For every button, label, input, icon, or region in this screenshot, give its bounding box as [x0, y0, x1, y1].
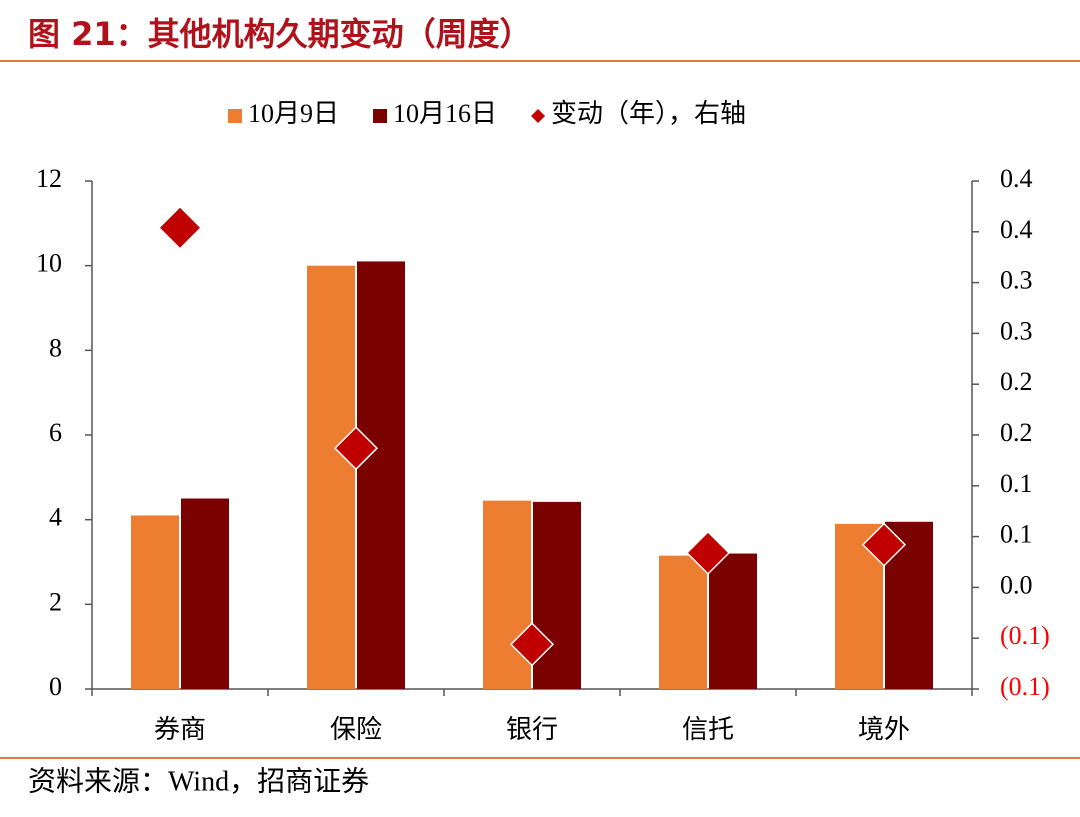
marker	[333, 426, 379, 471]
bar	[307, 265, 355, 689]
y2-tick-label: (0.1)	[1000, 672, 1050, 701]
bar	[659, 555, 707, 689]
y2-tick-label: (0.1)	[1000, 621, 1050, 650]
marker	[685, 530, 731, 575]
chart-title: 图 21：其他机构久期变动（周度）	[28, 15, 532, 53]
y2-tick-label: 0.0	[1000, 570, 1033, 599]
marker	[157, 205, 203, 250]
x-tick-label: 银行	[506, 715, 558, 744]
x-tick-label: 信托	[682, 715, 734, 744]
y2-tick-label: 0.2	[1000, 418, 1033, 447]
y-tick-label: 8	[49, 333, 62, 362]
y-tick-label: 10	[36, 249, 62, 278]
y-tick-label: 4	[49, 503, 62, 532]
y-tick-label: 0	[49, 672, 62, 701]
marker	[861, 522, 907, 567]
bar	[533, 501, 581, 689]
bar	[181, 498, 229, 689]
legend-label: 10月16日	[393, 99, 497, 128]
legend-label: 变动（年），右轴	[551, 99, 746, 128]
legend-swatch	[373, 109, 388, 123]
marker	[509, 622, 555, 667]
legend-swatch	[228, 109, 242, 123]
y2-tick-label: 0.3	[1000, 266, 1033, 295]
bar	[131, 515, 179, 689]
y2-tick-label: 0.1	[1000, 469, 1033, 498]
y-tick-label: 2	[49, 587, 62, 616]
y2-tick-label: 0.4	[1000, 215, 1033, 244]
bar	[709, 553, 757, 689]
bar	[357, 261, 405, 689]
x-tick-label: 券商	[154, 715, 206, 744]
legend-swatch	[531, 109, 546, 123]
y2-tick-label: 0.1	[1000, 520, 1033, 549]
y-tick-label: 6	[49, 418, 62, 447]
x-tick-label: 境外	[858, 715, 910, 744]
legend-label: 10月9日	[248, 99, 339, 128]
x-tick-label: 保险	[330, 715, 382, 744]
y2-tick-label: 0.3	[1000, 316, 1033, 345]
y-tick-label: 12	[36, 164, 62, 193]
bar	[483, 500, 531, 689]
y2-tick-label: 0.2	[1000, 367, 1033, 396]
y2-tick-label: 0.4	[1000, 164, 1033, 193]
source: 资料来源：Wind，招商证券	[28, 765, 369, 797]
